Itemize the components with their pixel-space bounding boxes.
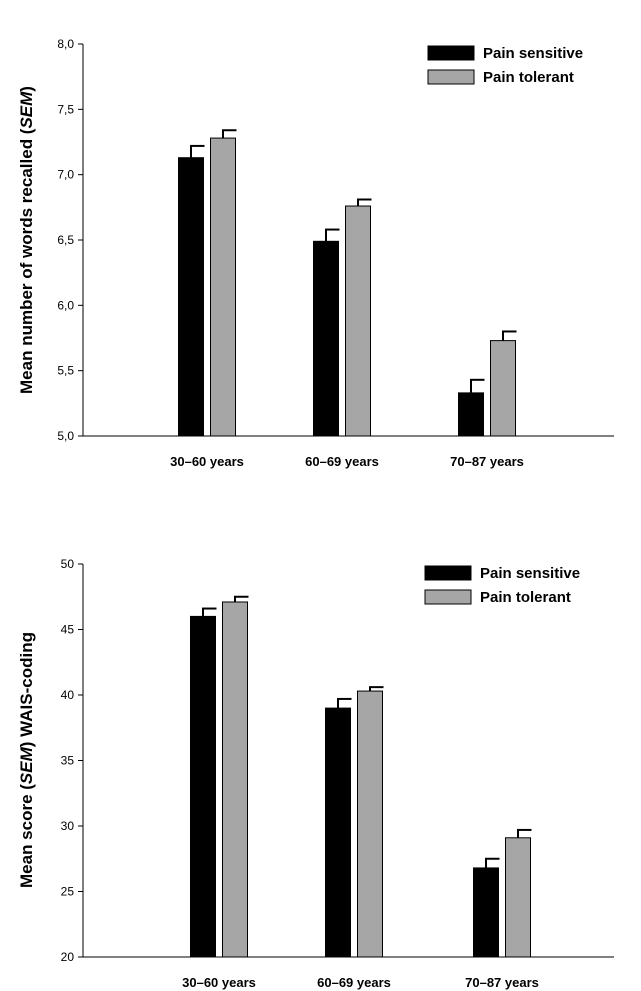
bar bbox=[178, 157, 204, 437]
bar bbox=[357, 690, 383, 958]
y-tick-label: 40 bbox=[61, 688, 75, 702]
chart-1: 5,0 5,5 6,0 6,5 7,0 7,5 8,0 30–60 years 60–69 ye… bbox=[17, 37, 614, 469]
legend-swatch bbox=[427, 69, 475, 85]
y-tick-label: 5,0 bbox=[57, 429, 74, 443]
x-tick-label: 30–60 years bbox=[170, 454, 244, 469]
chart-2: 20 25 30 35 40 45 50 30–60 years 60–69 years 70–8… bbox=[17, 557, 614, 990]
y-axis-label: Mean score (SEM) WAIS-coding bbox=[17, 632, 36, 888]
bar bbox=[473, 867, 499, 958]
bar bbox=[345, 205, 371, 437]
legend-label: Pain tolerant bbox=[483, 69, 574, 86]
bar bbox=[210, 137, 236, 437]
legend-swatch bbox=[427, 45, 475, 61]
y-axis-label: Mean number of words recalled (SEM) bbox=[17, 86, 36, 394]
y-tick-label: 7,5 bbox=[57, 102, 74, 116]
legend: Pain sensitive Pain tolerant bbox=[424, 565, 580, 606]
bar bbox=[490, 340, 516, 437]
y-tick-label: 20 bbox=[61, 950, 75, 964]
legend-label: Pain sensitive bbox=[480, 565, 580, 582]
bar bbox=[458, 392, 484, 437]
y-tick-label: 6,5 bbox=[57, 233, 74, 247]
legend: Pain sensitive Pain tolerant bbox=[427, 45, 583, 86]
bar bbox=[190, 615, 216, 958]
y-tick-label: 8,0 bbox=[57, 37, 74, 51]
bar bbox=[313, 240, 339, 437]
x-tick-label: 70–87 years bbox=[450, 454, 524, 469]
bar bbox=[505, 837, 531, 958]
y-tick-label: 7,0 bbox=[57, 168, 74, 182]
x-tick-label: 60–69 years bbox=[317, 975, 391, 990]
y-tick-label: 50 bbox=[61, 557, 75, 571]
y-tick-label: 6,0 bbox=[57, 298, 74, 312]
y-tick-label: 45 bbox=[61, 623, 75, 637]
y-tick-label: 30 bbox=[61, 819, 75, 833]
bar bbox=[222, 601, 248, 958]
bar bbox=[325, 707, 351, 958]
x-tick-label: 30–60 years bbox=[182, 975, 256, 990]
legend-swatch bbox=[424, 565, 472, 581]
x-tick-label: 60–69 years bbox=[305, 454, 379, 469]
legend-swatch bbox=[424, 589, 472, 605]
x-tick-label: 70–87 years bbox=[465, 975, 539, 990]
y-tick-label: 25 bbox=[61, 885, 75, 899]
y-tick-label: 35 bbox=[61, 754, 75, 768]
legend-label: Pain tolerant bbox=[480, 589, 571, 606]
legend-label: Pain sensitive bbox=[483, 45, 583, 62]
y-tick-label: 5,5 bbox=[57, 364, 74, 378]
